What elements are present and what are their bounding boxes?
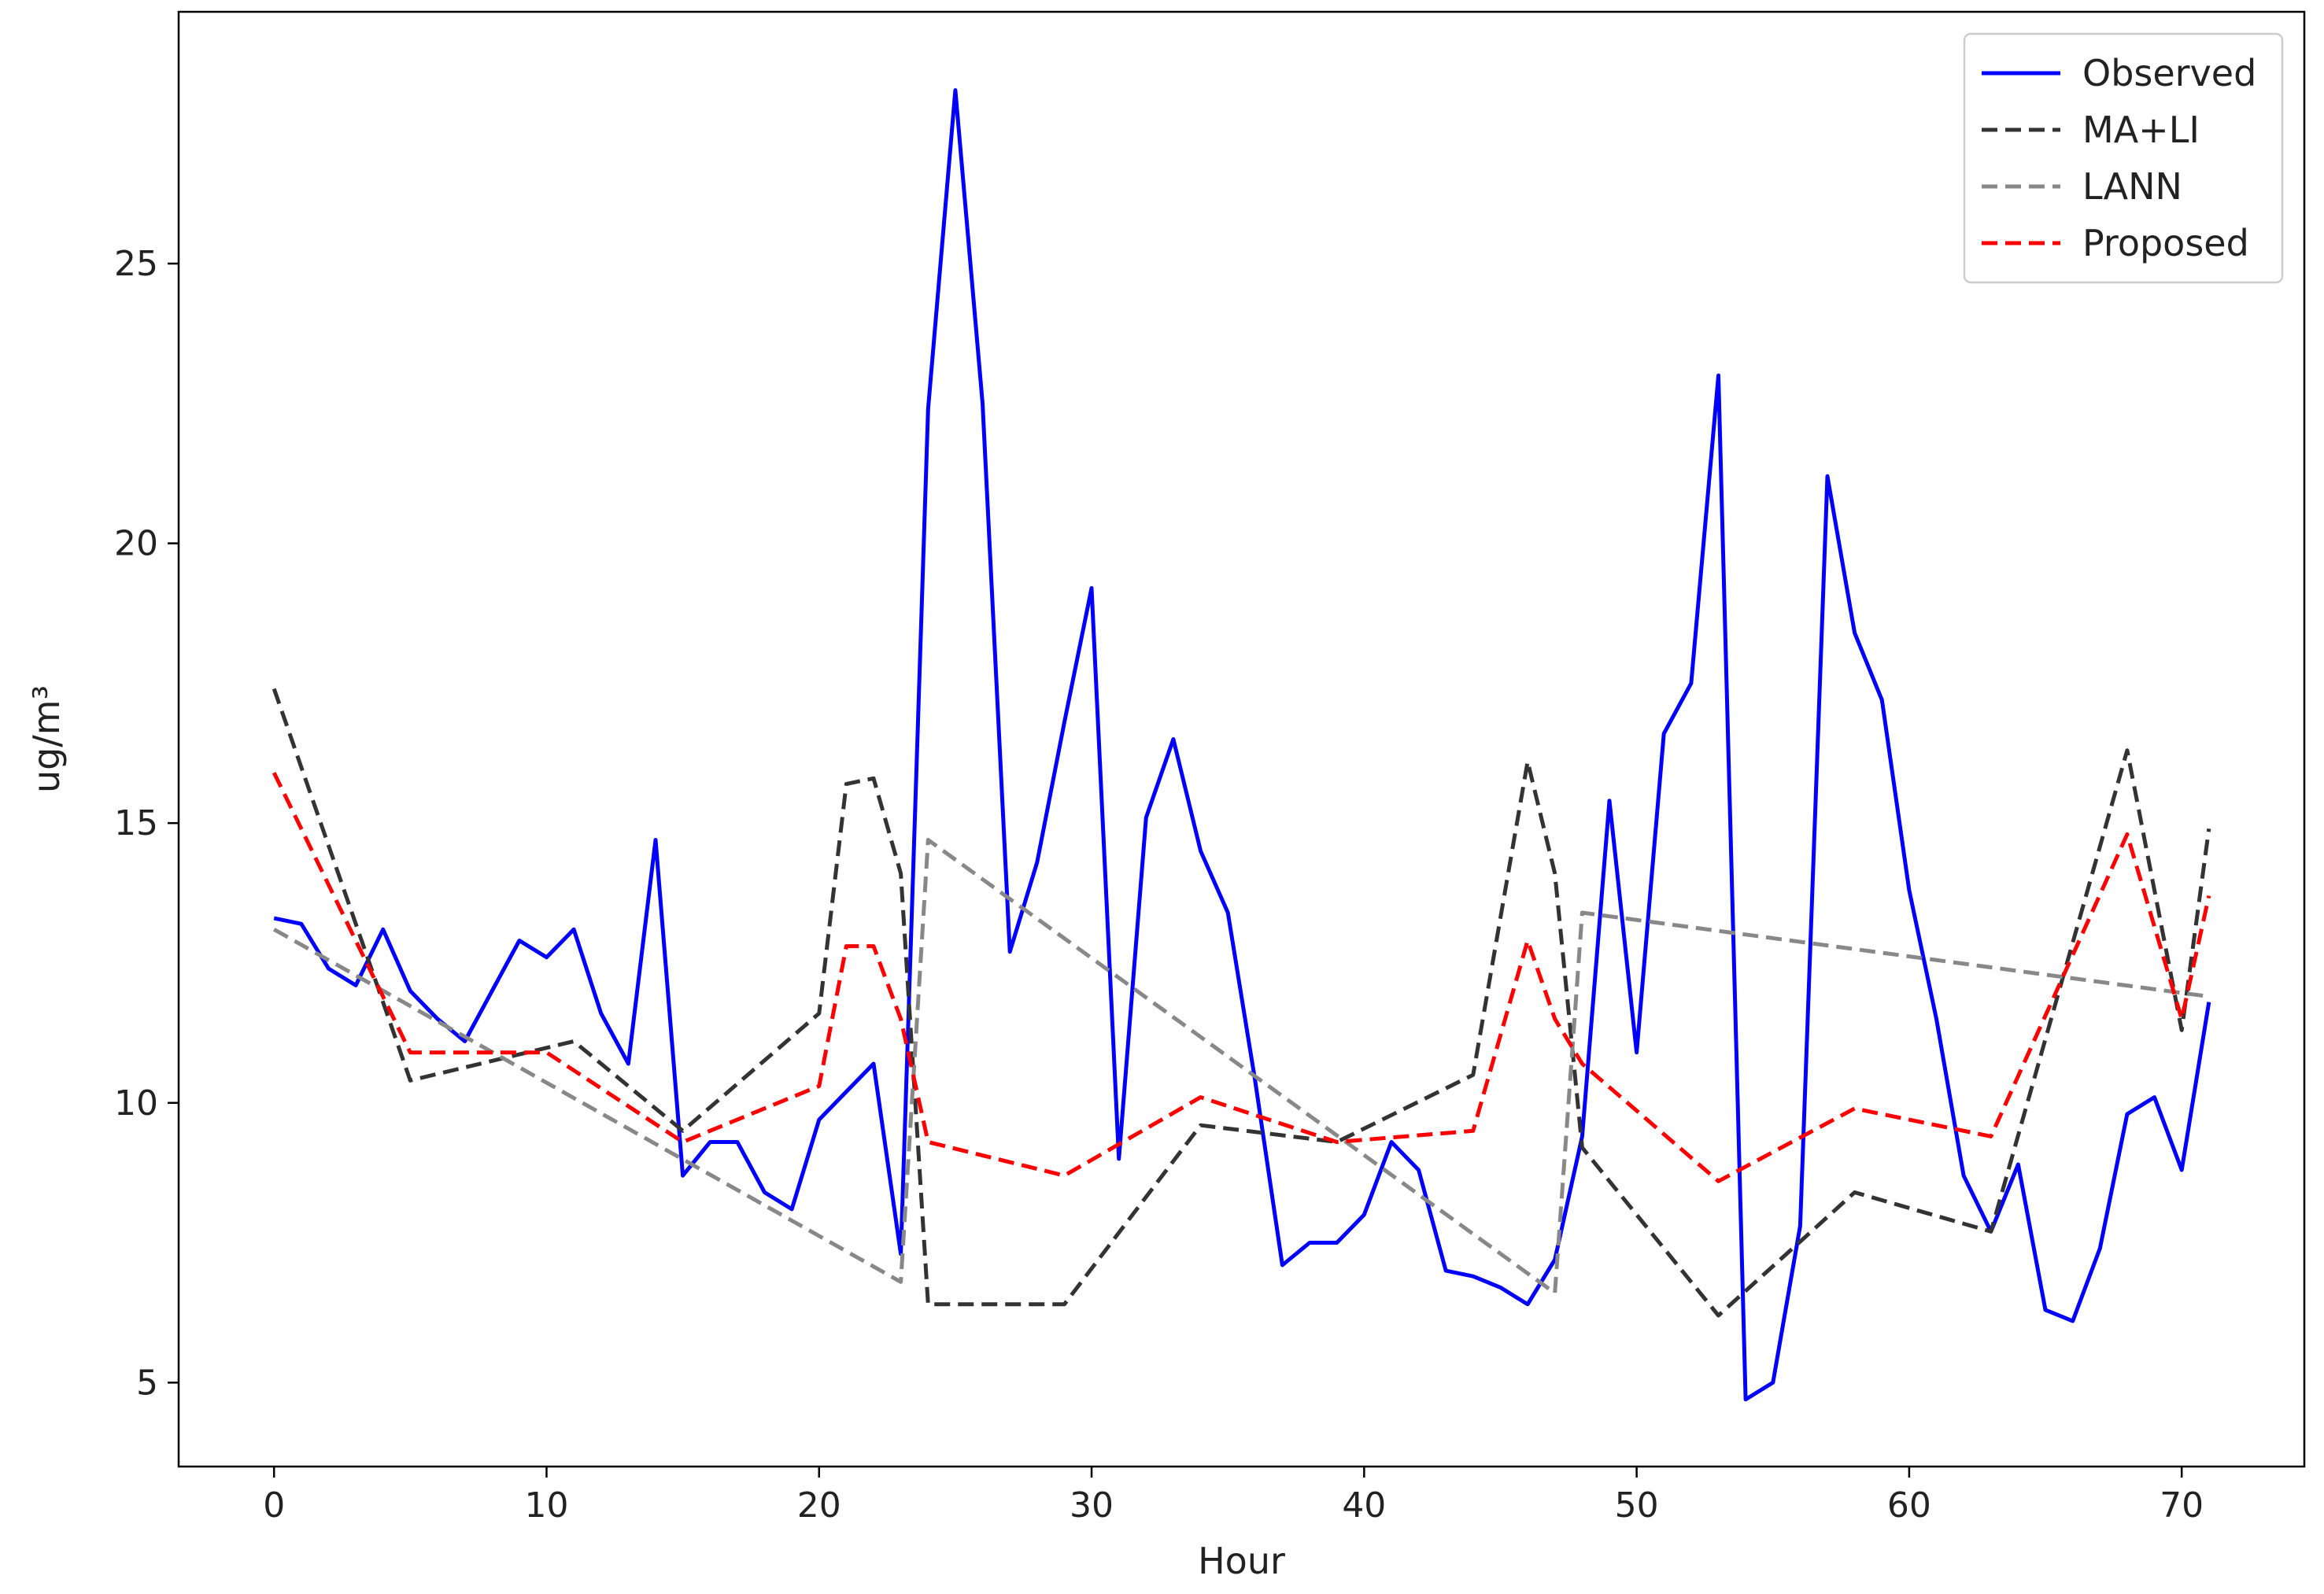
plot-frame [177, 10, 2306, 1468]
y-tick-label: 25 [114, 244, 158, 284]
x-tick-label: 10 [524, 1485, 568, 1526]
series-line-ma-li [272, 688, 2211, 1318]
series-line-lann [272, 838, 2210, 1295]
x-tick-label: 0 [263, 1485, 285, 1526]
x-axis-label: Hour [1198, 1540, 1285, 1582]
series-layer [272, 88, 2211, 1402]
x-tick-label: 60 [1887, 1485, 1931, 1526]
x-tick-label: 70 [2160, 1485, 2204, 1526]
y-tick-label: 5 [136, 1363, 158, 1403]
y-tick-label: 20 [114, 524, 158, 564]
x-tick-label: 30 [1070, 1485, 1114, 1526]
legend: Observed MA+LI LANN Proposed [1963, 32, 2284, 284]
x-tick-label: 50 [1615, 1485, 1659, 1526]
legend-label-ma-li: MA+LI [2082, 109, 2200, 151]
y-tick-label: 10 [114, 1083, 158, 1124]
y-axis-label: ug/m³ [25, 685, 68, 793]
x-tick-label: 20 [797, 1485, 841, 1526]
legend-label-lann: LANN [2082, 165, 2182, 208]
legend-label-observed: Observed [2082, 52, 2256, 94]
x-tick-label: 40 [1342, 1485, 1386, 1526]
y-tick-label: 15 [114, 803, 158, 843]
axes-layer: 0 10 20 30 40 50 60 70 5 10 15 20 25 [114, 10, 2306, 1526]
series-line-proposed [272, 772, 2211, 1183]
series-line-observed [273, 88, 2211, 1402]
legend-label-proposed: Proposed [2082, 222, 2249, 264]
legend-box [1963, 32, 2284, 284]
